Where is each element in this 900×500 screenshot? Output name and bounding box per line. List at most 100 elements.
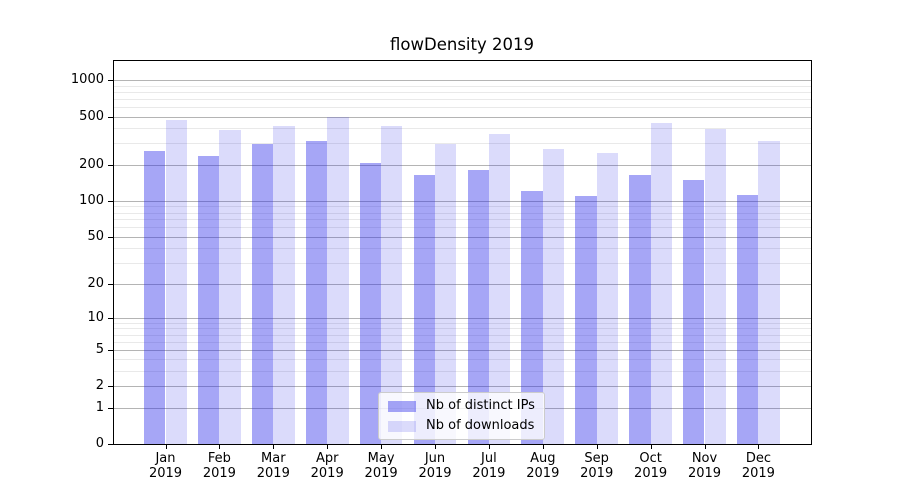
bar-downloads-nov bbox=[704, 129, 726, 444]
y-tick-20 bbox=[108, 283, 113, 285]
y-gridline-minor-6 bbox=[114, 341, 811, 343]
bar-downloads-oct bbox=[650, 123, 672, 444]
y-tick-label-5: 5 bbox=[95, 341, 104, 357]
y-gridline-10 bbox=[114, 317, 811, 319]
legend-label-distinct-ips: Nb of distinct IPs bbox=[426, 398, 535, 413]
bar-downloads-jul bbox=[488, 133, 511, 444]
x-tick-may bbox=[381, 445, 383, 449]
y-tick-label-1: 1 bbox=[95, 399, 104, 415]
y-gridline-minor-300 bbox=[114, 143, 811, 145]
y-tick-label-10: 10 bbox=[87, 309, 104, 325]
y-gridline-minor-80 bbox=[114, 212, 811, 214]
bar-downloads-sep bbox=[596, 152, 619, 444]
y-tick-500 bbox=[108, 116, 113, 118]
bar-downloads-mar bbox=[273, 125, 295, 444]
x-tick-aug bbox=[542, 445, 544, 449]
bar-downloads-may bbox=[381, 125, 403, 444]
bar-distinct-ips-nov bbox=[683, 179, 705, 444]
y-gridline-minor-8 bbox=[114, 328, 811, 330]
bar-distinct-ips-sep bbox=[575, 195, 597, 444]
y-gridline-minor-600 bbox=[114, 106, 811, 108]
x-tick-label-sep: Sep 2019 bbox=[580, 451, 614, 481]
y-gridline-minor-90 bbox=[114, 206, 811, 208]
y-gridline-minor-30 bbox=[114, 263, 811, 265]
bar-downloads-aug bbox=[542, 149, 565, 444]
y-gridline-1000 bbox=[114, 80, 811, 81]
legend-item-downloads: Nb of downloads bbox=[388, 419, 535, 433]
x-tick-label-oct: Oct 2019 bbox=[634, 451, 668, 481]
y-tick-50 bbox=[108, 236, 113, 238]
bar-downloads-apr bbox=[327, 116, 349, 444]
x-tick-oct bbox=[650, 445, 652, 449]
bar-distinct-ips-mar bbox=[251, 143, 274, 444]
y-gridline-minor-4 bbox=[114, 359, 811, 361]
x-tick-label-aug: Aug 2019 bbox=[526, 451, 560, 481]
bar-distinct-ips-feb bbox=[198, 156, 220, 444]
y-tick-1000 bbox=[108, 80, 113, 81]
y-gridline-500 bbox=[114, 116, 811, 118]
x-tick-apr bbox=[327, 445, 329, 449]
y-tick-5 bbox=[108, 349, 113, 351]
y-gridline-minor-9 bbox=[114, 322, 811, 324]
x-tick-label-may: May 2019 bbox=[364, 451, 398, 481]
legend-item-distinct-ips: Nb of distinct IPs bbox=[388, 399, 535, 413]
x-tick-label-apr: Apr 2019 bbox=[310, 451, 344, 481]
x-tick-label-jun: Jun 2019 bbox=[418, 451, 452, 481]
y-tick-label-20: 20 bbox=[87, 275, 104, 291]
bar-downloads-feb bbox=[219, 129, 241, 444]
y-gridline-5 bbox=[114, 349, 811, 351]
y-gridline-200 bbox=[114, 164, 811, 166]
x-tick-mar bbox=[273, 445, 275, 449]
y-tick-1 bbox=[108, 407, 113, 409]
bar-distinct-ips-apr bbox=[305, 141, 328, 444]
y-tick-100 bbox=[108, 200, 113, 202]
legend-swatch-distinct-ips-icon bbox=[388, 400, 416, 412]
x-tick-label-nov: Nov 2019 bbox=[687, 451, 722, 481]
y-gridline-minor-7 bbox=[114, 334, 811, 336]
y-tick-200 bbox=[108, 164, 113, 166]
y-tick-label-100: 100 bbox=[79, 192, 104, 208]
bar-downloads-jun bbox=[435, 144, 457, 444]
x-tick-label-feb: Feb 2019 bbox=[202, 451, 236, 481]
bar-distinct-ips-jul bbox=[467, 170, 489, 444]
y-tick-label-0: 0 bbox=[95, 436, 104, 451]
y-tick-2 bbox=[108, 386, 113, 388]
x-tick-dec bbox=[758, 445, 760, 449]
y-gridline-minor-60 bbox=[114, 227, 811, 229]
bar-downloads-dec bbox=[758, 140, 780, 444]
y-tick-label-200: 200 bbox=[79, 156, 104, 172]
x-tick-sep bbox=[596, 445, 598, 449]
x-tick-jan bbox=[165, 445, 167, 449]
y-gridline-minor-900 bbox=[114, 85, 811, 87]
chart-title: flowDensity 2019 bbox=[390, 35, 534, 54]
y-tick-0 bbox=[108, 444, 113, 445]
y-gridline-2 bbox=[114, 386, 811, 388]
y-gridline-100 bbox=[114, 200, 811, 202]
bar-distinct-ips-oct bbox=[629, 175, 651, 444]
bar-distinct-ips-dec bbox=[737, 195, 759, 444]
bar-distinct-ips-aug bbox=[521, 191, 543, 444]
legend: Nb of distinct IPs Nb of downloads bbox=[378, 392, 545, 440]
x-tick-label-jul: Jul 2019 bbox=[472, 451, 506, 481]
y-gridline-minor-800 bbox=[114, 91, 811, 93]
x-tick-nov bbox=[704, 445, 706, 449]
y-gridline-20 bbox=[114, 283, 811, 285]
y-gridline-minor-700 bbox=[114, 98, 811, 100]
plot-area bbox=[113, 60, 812, 445]
legend-label-downloads: Nb of downloads bbox=[426, 418, 535, 433]
bar-distinct-ips-jun bbox=[413, 175, 435, 444]
legend-swatch-downloads-icon bbox=[388, 420, 416, 432]
bar-distinct-ips-jan bbox=[144, 150, 166, 444]
y-tick-label-500: 500 bbox=[79, 108, 104, 124]
y-gridline-minor-400 bbox=[114, 128, 811, 130]
y-gridline-minor-70 bbox=[114, 219, 811, 221]
x-tick-jul bbox=[488, 445, 490, 449]
y-gridline-50 bbox=[114, 236, 811, 238]
y-tick-label-2: 2 bbox=[95, 378, 104, 394]
x-tick-label-jan: Jan 2019 bbox=[148, 451, 183, 481]
y-gridline-minor-40 bbox=[114, 248, 811, 250]
x-tick-label-mar: Mar 2019 bbox=[256, 451, 290, 481]
y-tick-label-1000: 1000 bbox=[70, 72, 104, 87]
y-tick-label-50: 50 bbox=[87, 228, 104, 244]
